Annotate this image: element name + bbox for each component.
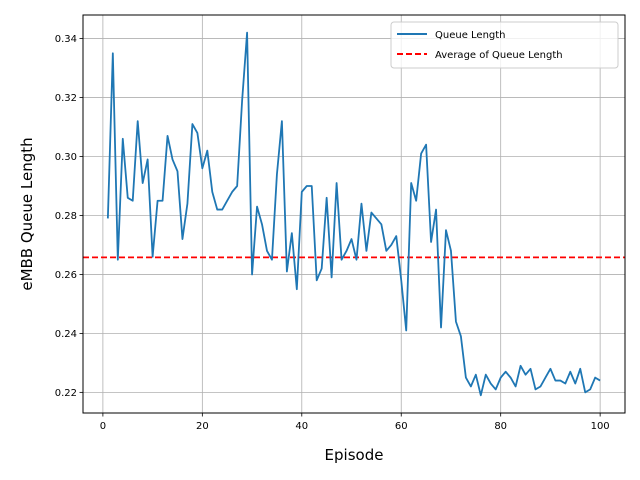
y-axis-label: eMBB Queue Length: [18, 137, 36, 290]
legend: Queue Length Average of Queue Length: [390, 21, 619, 69]
y-tick-label: 0.26: [55, 270, 77, 281]
x-tick-label: 20: [196, 421, 209, 432]
y-tick-label: 0.28: [55, 211, 77, 222]
legend-box: [390, 21, 619, 69]
y-tick-label: 0.32: [55, 93, 77, 104]
grid: [83, 15, 625, 413]
x-tick-label: 0: [100, 421, 106, 432]
y-tick-label: 0.34: [55, 34, 77, 45]
legend-label-average: Average of Queue Length: [435, 50, 563, 61]
y-tick-label: 0.30: [55, 152, 77, 163]
y-tick-label: 0.24: [55, 329, 77, 340]
x-tick-label: 80: [494, 421, 507, 432]
y-tick-label: 0.22: [55, 388, 77, 399]
ticks: 0 20 40 60 80 100 0.22 0.24 0.26 0.28 0.30 0.32 0.34: [55, 34, 610, 432]
x-axis-label: Episode: [325, 446, 384, 464]
legend-label-queue-length: Queue Length: [435, 30, 506, 41]
x-tick-label: 40: [295, 421, 308, 432]
plot-frame: [82, 14, 626, 414]
x-tick-label: 60: [395, 421, 408, 432]
series-line-queue-length: [106, 31, 601, 397]
x-tick-label: 100: [591, 421, 610, 432]
series-layer: [106, 31, 601, 397]
plot-area: [83, 15, 625, 413]
